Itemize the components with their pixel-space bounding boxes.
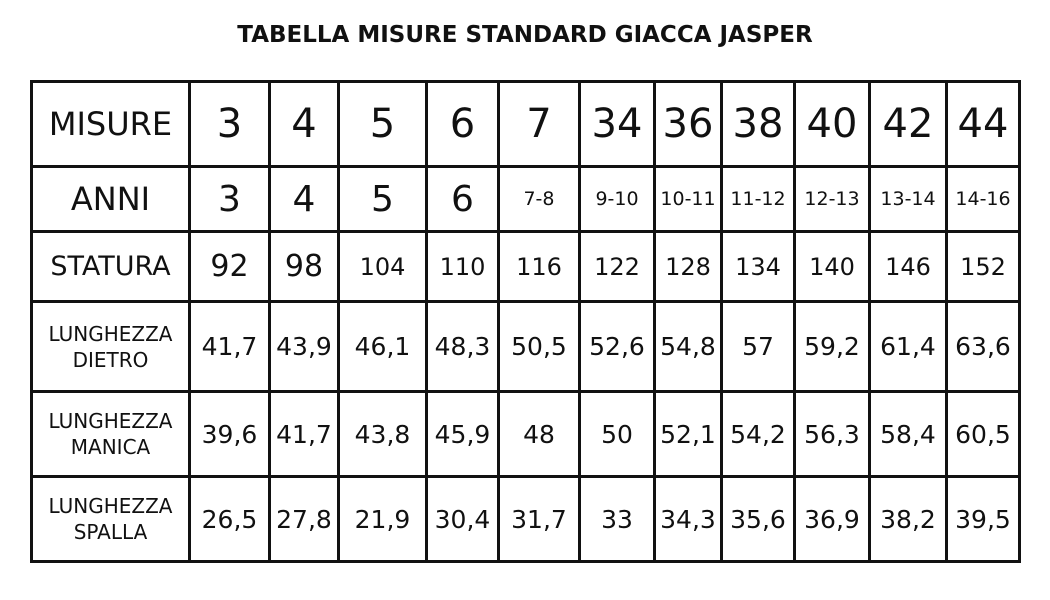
table-cell: 116: [497, 230, 581, 303]
table-cell: 54,2: [720, 390, 796, 478]
table-cell: 128: [653, 230, 723, 303]
table-cell: 9-10: [578, 165, 656, 233]
table-row: STATURA 92 98 104 110 116 122 128 134 140 146 152: [30, 230, 1021, 303]
table-row: MISURE 3 4 5 6 7 34 36 38 40 42 44: [30, 80, 1021, 168]
table-row: LUNGHEZZA SPALLA 26,5 27,8 21,9 30,4 31,7 33 34,…: [30, 475, 1021, 563]
table-cell: 13-14: [868, 165, 948, 233]
table-cell: 58,4: [868, 390, 948, 478]
table-cell: 39,6: [188, 390, 271, 478]
row-label: ANNI: [30, 165, 191, 233]
table-cell: 42: [868, 80, 948, 168]
table-cell: 43,9: [268, 300, 340, 393]
table-cell: 41,7: [268, 390, 340, 478]
table-cell: 10-11: [653, 165, 723, 233]
table-cell: 39,5: [945, 475, 1021, 563]
table-cell: 52,1: [653, 390, 723, 478]
table-cell: 134: [720, 230, 796, 303]
table-cell: 92: [188, 230, 271, 303]
table-cell: 44: [945, 80, 1021, 168]
row-label-line: LUNGHEZZA: [48, 321, 173, 346]
table-cell: 31,7: [497, 475, 581, 563]
table-cell: 7: [497, 80, 581, 168]
table-cell: 36: [653, 80, 723, 168]
row-label-line: MISURE: [48, 105, 173, 143]
row-label: LUNGHEZZA DIETRO: [30, 300, 191, 393]
table-cell: 38: [720, 80, 796, 168]
table-cell: 54,8: [653, 300, 723, 393]
table-cell: 34,3: [653, 475, 723, 563]
table-cell: 3: [188, 80, 271, 168]
table-cell: 4: [268, 165, 340, 233]
table-cell: 14-16: [945, 165, 1021, 233]
table-cell: 52,6: [578, 300, 656, 393]
table-cell: 140: [793, 230, 871, 303]
table-cell: 48,3: [425, 300, 500, 393]
table-cell: 26,5: [188, 475, 271, 563]
table-cell: 46,1: [337, 300, 428, 393]
table-cell: 152: [945, 230, 1021, 303]
table-cell: 45,9: [425, 390, 500, 478]
table-cell: 30,4: [425, 475, 500, 563]
table-cell: 146: [868, 230, 948, 303]
table-cell: 59,2: [793, 300, 871, 393]
table-cell: 61,4: [868, 300, 948, 393]
table-cell: 57: [720, 300, 796, 393]
table-cell: 43,8: [337, 390, 428, 478]
row-label-line: MANICA: [70, 435, 151, 459]
table-cell: 60,5: [945, 390, 1021, 478]
table-cell: 36,9: [793, 475, 871, 563]
row-label-line: ANNI: [70, 180, 151, 218]
table-cell: 27,8: [268, 475, 340, 563]
table-cell: 7-8: [497, 165, 581, 233]
table-cell: 104: [337, 230, 428, 303]
table-cell: 38,2: [868, 475, 948, 563]
row-label: STATURA: [30, 230, 191, 303]
page-title: TABELLA MISURE STANDARD GIACCA JASPER: [237, 22, 813, 48]
row-label-line: SPALLA: [73, 520, 148, 544]
table-cell: 33: [578, 475, 656, 563]
table-cell: 6: [425, 165, 500, 233]
table-cell: 56,3: [793, 390, 871, 478]
table-cell: 40: [793, 80, 871, 168]
table-cell: 5: [337, 80, 428, 168]
size-table: MISURE 3 4 5 6 7 34 36 38 40 42 44 ANNI 3 4 5 6 7-8 9-10 10…: [30, 80, 1021, 563]
table-cell: 41,7: [188, 300, 271, 393]
table-cell: 21,9: [337, 475, 428, 563]
table-cell: 48: [497, 390, 581, 478]
row-label: LUNGHEZZA SPALLA: [30, 475, 191, 563]
table-cell: 63,6: [945, 300, 1021, 393]
table-row: LUNGHEZZA DIETRO 41,7 43,9 46,1 48,3 50,5 52,6 5…: [30, 300, 1021, 393]
table-cell: 35,6: [720, 475, 796, 563]
table-row: LUNGHEZZA MANICA 39,6 41,7 43,8 45,9 48 50 52,1 5…: [30, 390, 1021, 478]
row-label: MISURE: [30, 80, 191, 168]
table-cell: 98: [268, 230, 340, 303]
table-cell: 4: [268, 80, 340, 168]
table-cell: 12-13: [793, 165, 871, 233]
row-label-line: STATURA: [50, 250, 171, 282]
table-cell: 11-12: [720, 165, 796, 233]
table-cell: 50,5: [497, 300, 581, 393]
row-label-line: LUNGHEZZA: [48, 494, 173, 518]
table-cell: 34: [578, 80, 656, 168]
row-label-line: DIETRO: [72, 347, 149, 372]
table-cell: 110: [425, 230, 500, 303]
table-cell: 122: [578, 230, 656, 303]
table-row: ANNI 3 4 5 6 7-8 9-10 10-11 11-12 12-13 13-14 14-16: [30, 165, 1021, 233]
row-label: LUNGHEZZA MANICA: [30, 390, 191, 478]
row-label-line: LUNGHEZZA: [48, 409, 173, 433]
table-cell: 3: [188, 165, 271, 233]
table-cell: 50: [578, 390, 656, 478]
table-cell: 5: [337, 165, 428, 233]
table-cell: 6: [425, 80, 500, 168]
